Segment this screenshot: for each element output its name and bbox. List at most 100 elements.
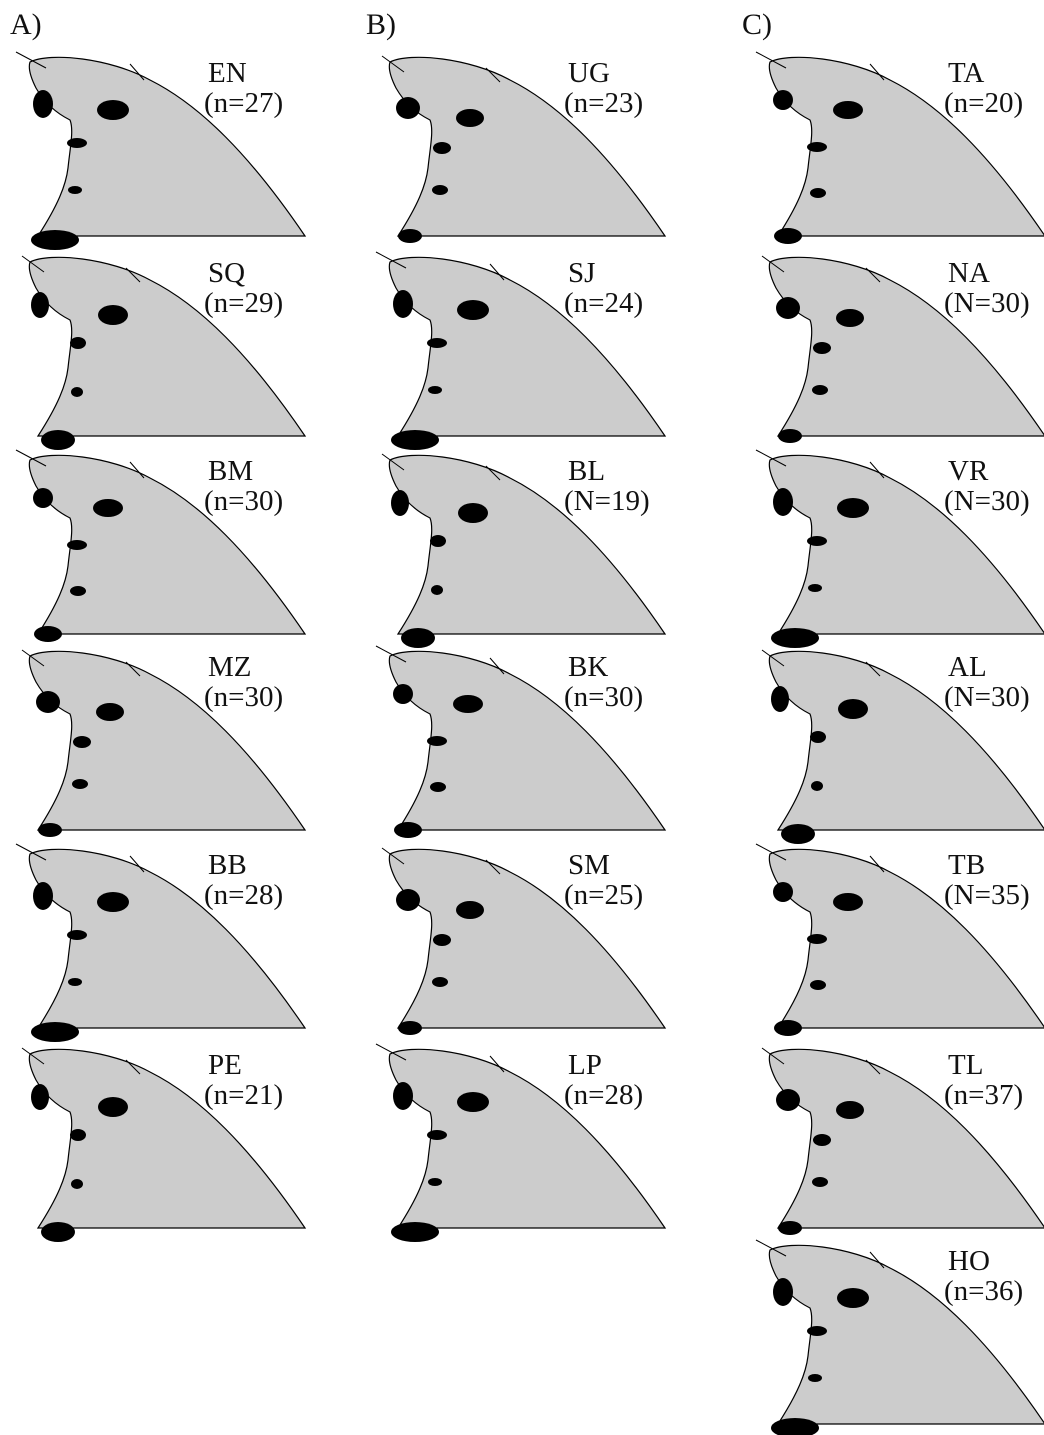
wing-spot [837, 1288, 869, 1308]
scale-tick [21, 255, 45, 273]
wing-spot [432, 185, 448, 195]
scale-tick [129, 461, 145, 479]
wing-spot [833, 101, 863, 119]
wing-spot [807, 142, 827, 152]
sample-size: (n=30) [564, 681, 643, 713]
scale-tick [375, 645, 407, 663]
scale-tick [865, 661, 881, 677]
wing-spot [833, 893, 863, 911]
scale-tick [755, 51, 787, 69]
wing-spot [776, 297, 800, 319]
column-label-b: B) [366, 8, 396, 41]
wing-panels: EN(n=27)SQ(n=29)BM(n=30)MZ(n=30)BB(n=28)… [15, 51, 1044, 1435]
wing-spot [813, 342, 831, 354]
wing-panel: BB(n=28) [15, 843, 307, 1042]
population-code: LP [568, 1049, 602, 1081]
wing-spot [836, 1101, 864, 1119]
scale-tick [375, 251, 407, 269]
wing-panel: SJ(n=24) [375, 251, 667, 450]
wing-spot [41, 430, 75, 450]
wing-spot [807, 934, 827, 944]
wing-spot [430, 535, 446, 547]
scale-tick [761, 1047, 785, 1065]
wing-spot [433, 142, 451, 154]
population-code: VR [948, 455, 989, 487]
wing-spot [72, 779, 88, 789]
wing-spot [457, 300, 489, 320]
wing-spot [401, 628, 435, 648]
scale-tick [869, 1251, 885, 1269]
population-code: MZ [208, 651, 252, 683]
wing-spot [453, 695, 483, 713]
wing-panel: BM(n=30) [15, 449, 307, 642]
wing-spot [774, 228, 802, 244]
wing-spot [810, 980, 826, 990]
column-label-a: A) [10, 8, 42, 41]
wing-spot [837, 498, 869, 518]
wing-spot [393, 1082, 413, 1110]
population-code: AL [948, 651, 987, 683]
scale-tick [869, 855, 885, 873]
wing-outline [28, 56, 307, 237]
wing-spot [391, 490, 409, 516]
column-label-c: C) [742, 8, 772, 41]
wing-panel: PE(n=21) [21, 1047, 307, 1242]
scale-tick [755, 1239, 787, 1257]
scale-tick [755, 843, 787, 861]
wing-spot [836, 309, 864, 327]
scale-tick [865, 267, 881, 283]
wing-spot [98, 1097, 128, 1117]
wing-spot [776, 1089, 800, 1111]
wing-outline [768, 256, 1044, 437]
scale-tick [15, 843, 47, 861]
sample-size: (n=30) [204, 681, 283, 713]
sample-size: (n=28) [204, 879, 283, 911]
scale-tick [485, 859, 501, 875]
wing-outline [768, 1048, 1044, 1229]
wing-spot [812, 385, 828, 395]
wing-spot [391, 1222, 439, 1242]
population-code: PE [208, 1049, 242, 1081]
population-code: NA [948, 257, 990, 289]
sample-size: (n=37) [944, 1079, 1023, 1111]
wing-spot [31, 292, 49, 318]
sample-size: (N=35) [944, 879, 1030, 911]
scale-tick [381, 847, 405, 865]
wing-outline [28, 848, 307, 1029]
scale-tick [485, 67, 501, 83]
wing-spot [457, 1092, 489, 1112]
scale-tick [869, 461, 885, 479]
sample-size: (n=21) [204, 1079, 283, 1111]
wing-spot [456, 901, 484, 919]
wing-panel: VR(N=30) [755, 449, 1044, 648]
wing-spot [773, 882, 793, 902]
wing-outline [388, 454, 667, 635]
wing-spot [813, 1134, 831, 1146]
scale-tick [129, 855, 145, 873]
wing-spot [34, 626, 62, 642]
population-code: TB [948, 849, 985, 881]
scale-tick [21, 1047, 45, 1065]
scale-tick [21, 649, 45, 667]
wing-spot [428, 1178, 442, 1186]
population-code: SM [568, 849, 610, 881]
wing-spot [807, 536, 827, 546]
wing-spot [810, 731, 826, 743]
wing-outline [28, 256, 307, 437]
wing-panel: TA(n=20) [755, 51, 1044, 244]
wing-spot [36, 691, 60, 713]
wing-panel: TB(N=35) [755, 843, 1044, 1036]
population-code: BB [208, 849, 247, 881]
scale-tick [489, 657, 505, 675]
scale-tick [129, 63, 145, 81]
scale-tick [869, 63, 885, 81]
wing-spot [427, 736, 447, 746]
population-code: TA [948, 57, 984, 89]
wing-panel: NA(N=30) [761, 255, 1044, 443]
wing-spot [31, 230, 79, 250]
population-code: BM [208, 455, 253, 487]
wing-spot [68, 186, 82, 194]
population-code: SJ [568, 257, 595, 289]
sample-size: (N=30) [944, 485, 1030, 517]
wing-panel: HO(n=36) [755, 1239, 1044, 1435]
